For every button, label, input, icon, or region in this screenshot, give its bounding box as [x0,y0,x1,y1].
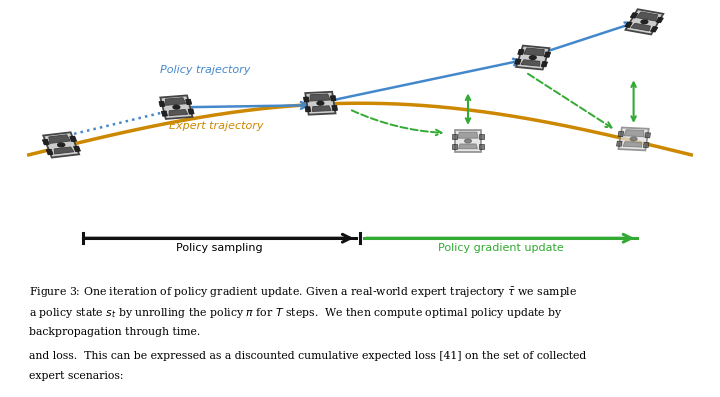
Polygon shape [625,22,632,27]
Polygon shape [73,146,81,152]
Polygon shape [523,48,544,56]
Polygon shape [516,46,549,69]
Polygon shape [623,142,642,147]
Text: Policy trajectory: Policy trajectory [160,66,251,75]
Polygon shape [630,13,638,18]
Polygon shape [46,149,53,155]
Polygon shape [49,135,71,143]
Polygon shape [169,110,188,116]
Polygon shape [541,62,547,67]
Polygon shape [305,107,310,112]
Polygon shape [186,99,192,104]
Text: Policy gradient update: Policy gradient update [438,243,563,253]
Polygon shape [518,49,524,55]
Polygon shape [303,97,309,102]
Circle shape [173,105,180,109]
Polygon shape [452,144,457,149]
Polygon shape [312,106,331,112]
Polygon shape [43,132,79,158]
Polygon shape [521,60,540,66]
Text: Figure 3: One iteration of policy gradient update. Given a real-world expert tra: Figure 3: One iteration of policy gradie… [29,285,577,300]
Polygon shape [161,95,192,119]
Polygon shape [305,92,336,115]
Circle shape [529,56,536,60]
Polygon shape [310,94,330,101]
Text: Expert trajectory: Expert trajectory [168,121,264,131]
Circle shape [317,101,324,105]
Circle shape [641,20,648,24]
Polygon shape [452,134,457,139]
Polygon shape [42,139,49,145]
Polygon shape [616,141,622,146]
Polygon shape [618,127,649,150]
Polygon shape [54,147,74,154]
Text: and loss.  This can be expressed as a discounted cumulative expected loss [41] o: and loss. This can be expressed as a dis… [29,351,586,361]
Polygon shape [515,59,521,64]
Polygon shape [645,133,651,138]
Polygon shape [626,9,663,35]
Polygon shape [656,17,663,23]
Circle shape [630,137,637,141]
Polygon shape [544,52,551,57]
Polygon shape [166,98,186,105]
Polygon shape [454,130,482,152]
Polygon shape [332,105,338,110]
Polygon shape [650,27,658,32]
Polygon shape [188,109,194,114]
Text: Policy sampling: Policy sampling [176,243,263,253]
Circle shape [58,143,65,147]
Text: expert scenarios:: expert scenarios: [29,371,123,381]
Polygon shape [624,130,644,137]
Text: a policy state $s_t$ by unrolling the policy $\pi$ for $T$ steps.  We then compu: a policy state $s_t$ by unrolling the po… [29,306,563,320]
Circle shape [464,139,472,143]
Polygon shape [636,12,657,21]
Polygon shape [618,131,624,137]
Polygon shape [479,134,484,139]
Text: backpropagation through time.: backpropagation through time. [29,328,200,337]
Polygon shape [159,101,165,106]
Polygon shape [631,23,650,31]
Polygon shape [70,136,76,142]
Polygon shape [161,111,168,116]
Polygon shape [330,96,336,101]
Polygon shape [459,144,477,149]
Polygon shape [479,144,484,149]
Polygon shape [644,143,649,148]
Polygon shape [458,132,478,138]
